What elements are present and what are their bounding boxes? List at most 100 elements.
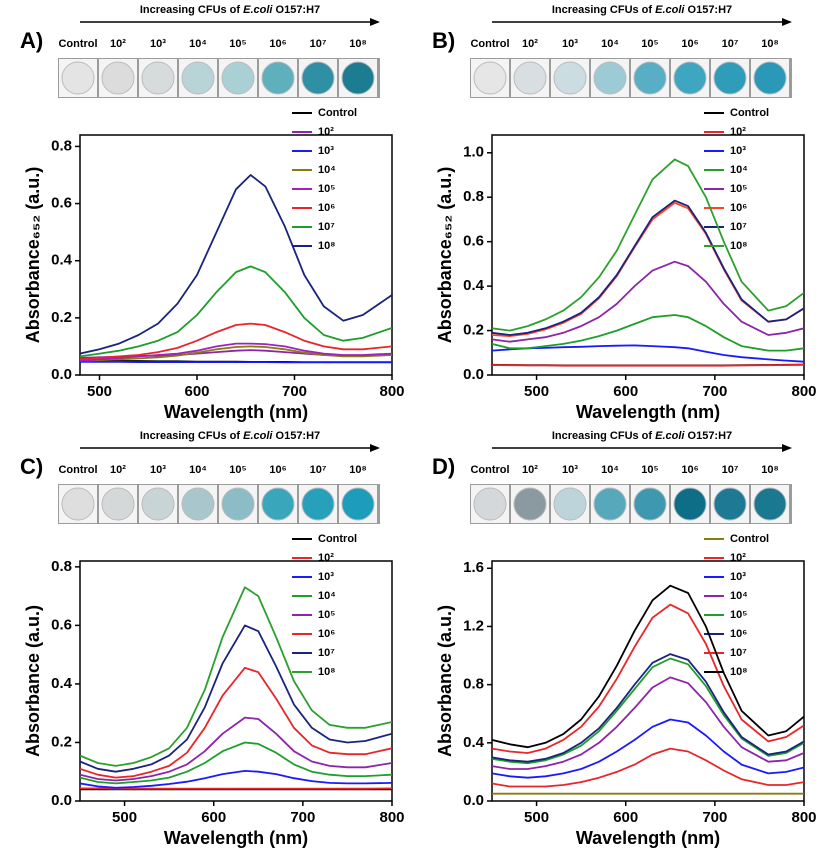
well-label: 10⁸ (761, 464, 778, 476)
legend-label: Control (730, 533, 769, 545)
well (101, 61, 135, 95)
legend-label: 10⁶ (730, 628, 747, 640)
well-label: 10⁴ (601, 464, 619, 476)
spectrum-line (80, 174, 392, 355)
well-label: 10³ (562, 38, 578, 50)
panel: D) Increasing CFUs of E.coli O157:H7 Contr… (432, 430, 817, 848)
legend-label: 10⁵ (730, 183, 747, 195)
well (473, 487, 507, 521)
y-tick-label: 0.8 (463, 188, 484, 205)
well (341, 61, 375, 95)
well (713, 487, 747, 521)
spectrum-line (492, 314, 804, 352)
spectrum-line (80, 322, 392, 361)
legend-label: 10³ (318, 571, 334, 583)
well-label: 10⁶ (269, 38, 286, 50)
well (673, 61, 707, 95)
y-tick-label: 0.8 (463, 676, 484, 693)
x-tick-label: 500 (87, 383, 112, 400)
well (301, 487, 335, 521)
y-tick-label: 1.0 (463, 144, 484, 161)
well-label: 10⁴ (189, 38, 207, 50)
spectrum-line (492, 653, 804, 763)
legend-label: 10⁷ (318, 221, 335, 233)
legend-label: 10⁴ (730, 590, 748, 602)
y-tick-label: 0.6 (51, 195, 72, 212)
legend-label: 10⁶ (318, 202, 335, 214)
y-tick-label: 1.6 (463, 559, 484, 576)
well-label: 10⁵ (229, 464, 246, 476)
y-tick-label: 0.2 (51, 733, 72, 750)
legend-label: 10⁴ (318, 164, 336, 176)
x-tick-label: 700 (290, 809, 315, 826)
y-tick-label: 0.6 (463, 233, 484, 250)
well-label: 10⁸ (349, 464, 366, 476)
spectrum-line (492, 676, 804, 770)
header-part: E.coli (243, 430, 273, 442)
legend-label: 10⁵ (318, 183, 335, 195)
x-tick-label: 500 (524, 809, 549, 826)
legend-label: 10⁸ (318, 240, 335, 252)
well (141, 487, 175, 521)
spectrum-line (492, 603, 804, 754)
panel: B) Increasing CFUs of E.coli O157:H7 Contr… (432, 4, 817, 422)
legend-label: 10² (318, 126, 334, 138)
well-label: 10⁵ (641, 38, 658, 50)
well (261, 487, 295, 521)
header-part: Increasing CFUs of (140, 4, 243, 16)
x-tick-label: 500 (112, 809, 137, 826)
spectrum-line (80, 345, 392, 362)
panel: C) Increasing CFUs of E.coli O157:H7 Contr… (20, 430, 405, 848)
well (473, 61, 507, 95)
spectrum-line (80, 586, 392, 767)
well-label: 10⁴ (189, 464, 207, 476)
well (221, 487, 255, 521)
legend-label: 10⁴ (318, 590, 336, 602)
header-part: O157:H7 (684, 430, 732, 442)
y-axis-label: Absorbance₆₅₂ (a.u.) (23, 167, 43, 343)
legend-label: 10² (318, 552, 334, 564)
y-tick-label: 0.8 (51, 137, 72, 154)
legend-label: 10⁸ (730, 666, 747, 678)
well (753, 61, 787, 95)
spectrum-line (492, 344, 804, 363)
x-tick-label: 700 (282, 383, 307, 400)
well (61, 487, 95, 521)
header-part: Increasing CFUs of (140, 430, 243, 442)
arrow-head (782, 444, 792, 452)
well-label: 10⁸ (349, 38, 366, 50)
legend-label: 10⁴ (730, 164, 748, 176)
x-tick-label: 500 (524, 383, 549, 400)
well-label: 10⁷ (722, 38, 739, 50)
y-tick-label: 0.6 (51, 616, 72, 633)
header-part: E.coli (655, 430, 685, 442)
x-tick-label: 800 (379, 809, 404, 826)
legend-label: Control (318, 533, 357, 545)
well (221, 61, 255, 95)
legend-label: 10⁸ (318, 666, 335, 678)
well (753, 487, 787, 521)
x-axis-label: Wavelength (nm) (576, 402, 720, 422)
spectrum-line (492, 363, 804, 367)
well (181, 61, 215, 95)
legend-label: 10⁵ (730, 609, 747, 621)
legend-label: 10⁷ (318, 647, 335, 659)
x-tick-label: 700 (702, 383, 727, 400)
well (341, 487, 375, 521)
well (553, 61, 587, 95)
spectrum-line (80, 624, 392, 773)
well-label: 10³ (562, 464, 578, 476)
well (181, 487, 215, 521)
legend-label: 10⁷ (730, 221, 747, 233)
y-tick-label: 0.8 (51, 558, 72, 575)
y-tick-label: 0.0 (463, 366, 484, 383)
well-label: 10⁸ (761, 38, 778, 50)
legend-label: Control (318, 107, 357, 119)
y-tick-label: 0.2 (463, 322, 484, 339)
header: Increasing CFUs of E.coli O157:H7 (140, 4, 320, 16)
panel-label: D) (432, 454, 455, 479)
well (513, 61, 547, 95)
well-label: 10² (110, 38, 126, 50)
y-tick-label: 0.4 (463, 734, 485, 751)
x-tick-label: 600 (184, 383, 209, 400)
